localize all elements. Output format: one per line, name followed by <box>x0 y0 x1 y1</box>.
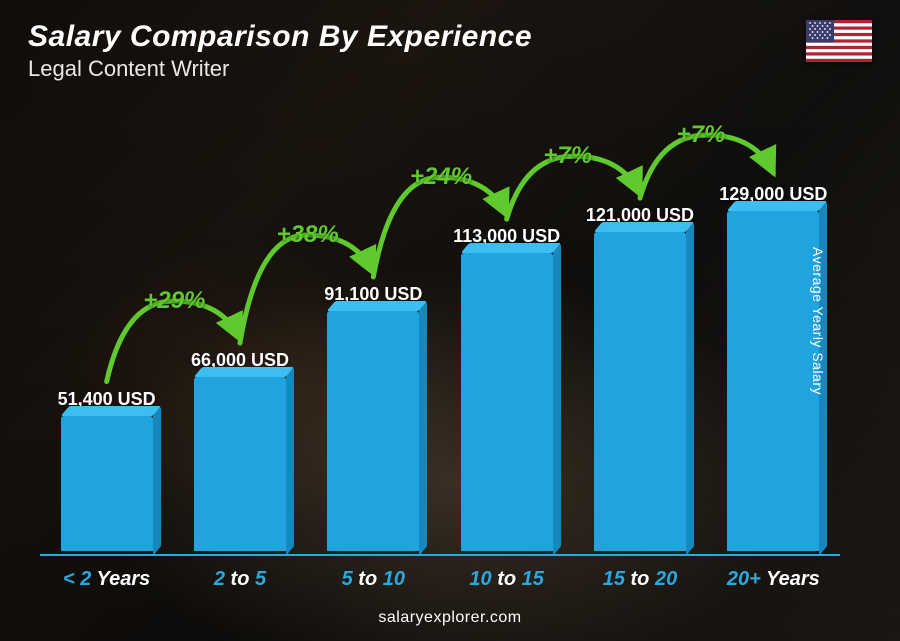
x-axis-label: 15 to 20 <box>575 568 705 591</box>
y-axis-label: Average Yearly Salary <box>810 247 826 395</box>
x-label-prefix: 15 <box>603 568 625 590</box>
titles: Salary Comparison By Experience Legal Co… <box>28 20 532 82</box>
bar <box>594 232 686 551</box>
pct-increase-label: +24% <box>410 163 472 191</box>
footer-attribution: salaryexplorer.com <box>0 609 900 627</box>
x-label-connector: to <box>625 568 655 590</box>
flag-icon <box>806 20 872 62</box>
bar-group: 51,400 USD <box>42 389 172 551</box>
x-label-prefix: 10 <box>469 568 491 590</box>
x-axis-label: < 2 Years <box>42 568 172 591</box>
pct-increase-label: +7% <box>677 121 726 149</box>
x-label-suffix: 15 <box>522 568 544 590</box>
x-label-prefix: 2 <box>214 568 225 590</box>
bar <box>61 416 153 551</box>
bar <box>727 211 819 551</box>
x-axis-label: 20+ Years <box>708 568 838 591</box>
bar-group: 91,100 USD <box>308 284 438 551</box>
x-label-suffix: 20 <box>655 568 677 590</box>
bar-group: 113,000 USD <box>442 226 572 551</box>
x-axis-label: 5 to 10 <box>308 568 438 591</box>
x-label-suffix: 10 <box>383 568 405 590</box>
pct-increase-label: +38% <box>277 221 339 249</box>
x-label-prefix: < 2 <box>63 568 91 590</box>
pct-increase-label: +7% <box>543 142 592 170</box>
pct-increase-label: +29% <box>143 287 205 315</box>
bar <box>194 377 286 551</box>
x-label-prefix: 20+ <box>727 568 761 590</box>
x-label-connector: to <box>353 568 383 590</box>
x-label-connector: to <box>492 568 522 590</box>
bar-group: 66,000 USD <box>175 350 305 551</box>
x-axis-label: 10 to 15 <box>442 568 572 591</box>
sub-title: Legal Content Writer <box>28 56 532 82</box>
x-label-connector: Years <box>91 568 150 590</box>
bar <box>461 253 553 551</box>
bar-group: 121,000 USD <box>575 205 705 551</box>
x-label-prefix: 5 <box>342 568 353 590</box>
x-label-connector: to <box>225 568 255 590</box>
x-axis-label: 2 to 5 <box>175 568 305 591</box>
header: Salary Comparison By Experience Legal Co… <box>28 20 872 82</box>
bar <box>327 311 419 551</box>
x-label-connector: Years <box>761 568 820 590</box>
x-axis-labels: < 2 Years2 to 55 to 1010 to 1515 to 2020… <box>40 554 840 591</box>
x-label-suffix: 5 <box>255 568 266 590</box>
main-title: Salary Comparison By Experience <box>28 20 532 54</box>
